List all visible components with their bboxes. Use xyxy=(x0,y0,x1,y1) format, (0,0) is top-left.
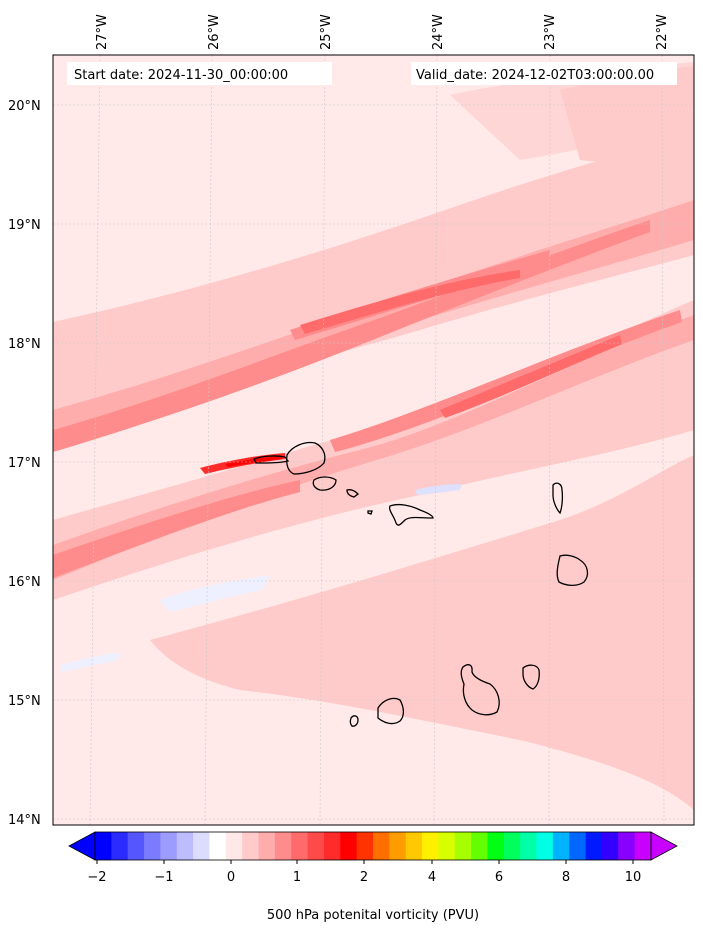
colorbar-cell xyxy=(242,832,260,860)
pv-band-dark-mid xyxy=(53,480,300,578)
colorbar-tick-label: 8 xyxy=(562,870,570,885)
colorbar-cell xyxy=(144,832,161,860)
colorbar-extend-left xyxy=(68,831,96,861)
pv-streak-core-inner xyxy=(225,456,282,467)
colorbar-cell xyxy=(127,832,145,860)
lon-tick-label: 26°W xyxy=(207,14,222,50)
colorbar-cell xyxy=(471,832,488,860)
island-santo-antao xyxy=(286,441,326,475)
colorbar-cell xyxy=(323,832,341,860)
colorbar-tick-labels: −2 −1 0 1 2 4 6 8 10 xyxy=(87,870,641,885)
colorbar-cell xyxy=(340,832,358,860)
map-panel xyxy=(53,55,694,825)
island-santiago xyxy=(460,664,500,716)
island-sao-vicente xyxy=(253,455,290,464)
pv-band-light-south xyxy=(150,455,694,810)
pv-field xyxy=(53,62,694,810)
colorbar-cell xyxy=(503,832,521,860)
colorbar-cell xyxy=(536,832,554,860)
colorbar-frame xyxy=(94,831,652,861)
island-boa-vista xyxy=(556,554,589,587)
lat-tick-label: 14°N xyxy=(8,813,41,828)
colorbar-cell xyxy=(307,832,325,860)
lon-tick-labels: 27°W 26°W 25°W 24°W 23°W 22°W xyxy=(95,14,670,50)
island-fogo xyxy=(377,697,405,725)
colorbar-cell xyxy=(569,832,587,860)
colorbar-label: 500 hPa potenital vorticity (PVU) xyxy=(267,908,479,923)
colorbar-cell xyxy=(258,832,276,860)
colorbar-cell xyxy=(111,832,129,860)
lon-tick-label: 23°W xyxy=(543,14,558,50)
lat-tick-label: 18°N xyxy=(8,337,41,352)
colorbar-cell xyxy=(552,832,570,860)
colorbar-ticks xyxy=(96,860,634,864)
pv-negative-patch-1 xyxy=(160,575,270,612)
valid-date-label: Valid_date: 2024-12-02T03:00:00.00 xyxy=(416,68,654,83)
colorbar-tick-label: 0 xyxy=(227,870,235,885)
colorbar-cell xyxy=(487,832,505,860)
colorbar-cell xyxy=(160,832,178,860)
colorbar-cell xyxy=(356,832,374,860)
colorbar-cell xyxy=(520,832,538,860)
colorbar-cell xyxy=(291,832,309,860)
colorbar-tick-label: 1 xyxy=(293,870,301,885)
colorbar-tick-label: 2 xyxy=(360,870,368,885)
island-brava xyxy=(349,715,359,727)
colorbar-cell xyxy=(585,832,603,860)
colorbar-cell xyxy=(225,832,243,860)
colorbar-cell xyxy=(601,832,619,860)
colorbar-tick-label: −2 xyxy=(87,870,106,885)
lat-tick-labels: 20°N 19°N 18°N 17°N 16°N 15°N 14°N xyxy=(8,99,41,828)
colorbar-tick-label: 10 xyxy=(625,870,642,885)
pv-streak-north xyxy=(300,270,520,334)
coastlines xyxy=(253,441,589,727)
lon-tick-label: 24°W xyxy=(431,14,446,50)
pv-negative-patch-2 xyxy=(415,484,462,495)
island-islet xyxy=(367,510,373,515)
colorbar-cell xyxy=(618,832,636,860)
lat-tick-label: 19°N xyxy=(8,218,41,233)
valid-date-box xyxy=(411,62,677,85)
colorbar-tick-label: −1 xyxy=(154,870,173,885)
colorbar-cell xyxy=(373,832,390,860)
colorbar-tick-label: 4 xyxy=(428,870,436,885)
pv-band-light-east xyxy=(560,66,694,162)
lat-tick-label: 20°N xyxy=(8,99,41,114)
lon-tick-label: 27°W xyxy=(95,14,110,50)
island-sal xyxy=(552,482,564,515)
island-sal-boavista-ridge xyxy=(388,503,434,526)
colorbar-cell xyxy=(95,832,112,860)
colorbar-cell xyxy=(405,832,423,860)
island-maio xyxy=(522,664,540,690)
colorbar-cell xyxy=(634,832,652,860)
start-date-label: Start date: 2024-11-30_00:00:00 xyxy=(74,68,288,83)
lat-tick-label: 17°N xyxy=(8,456,41,471)
colorbar-cell xyxy=(193,832,210,860)
colorbar-cell xyxy=(274,832,292,860)
colorbar-cell xyxy=(209,832,227,860)
pv-streak-east xyxy=(440,335,622,418)
colorbar-tick-label: 6 xyxy=(495,870,503,885)
island-santa-luzia xyxy=(312,476,337,491)
lat-tick-label: 16°N xyxy=(8,575,41,590)
colorbar-extend-right xyxy=(650,831,678,861)
island-sao-nicolau xyxy=(346,489,359,498)
colorbar-cell xyxy=(389,832,407,860)
lat-tick-label: 15°N xyxy=(8,694,41,709)
colorbar-cell xyxy=(422,832,439,860)
pv-negative-patch-3 xyxy=(60,652,120,672)
start-date-box xyxy=(67,62,332,85)
colorbar: −2 −1 0 1 2 4 6 8 10 500 hPa potenital v… xyxy=(68,831,678,923)
colorbar-cell xyxy=(438,832,456,860)
colorbar-cell xyxy=(454,832,472,860)
lon-tick-label: 25°W xyxy=(319,14,334,50)
pv-band-dark-east xyxy=(330,310,682,452)
map-frame xyxy=(52,54,695,826)
colorbar-cell xyxy=(176,832,194,860)
gridlines xyxy=(53,55,694,825)
pv-band-light-north xyxy=(53,130,694,420)
lon-tick-label: 22°W xyxy=(655,14,670,50)
colorbar-cells xyxy=(95,832,652,860)
